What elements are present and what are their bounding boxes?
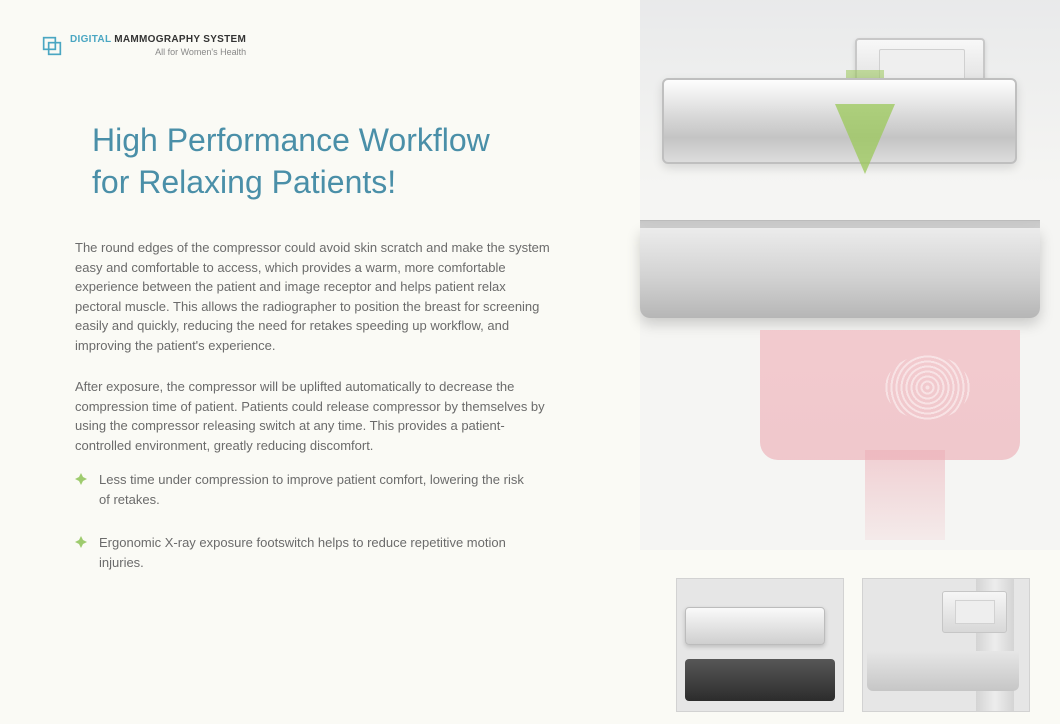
- thumbnail-1: [676, 578, 844, 712]
- page-title-line1: High Performance Workflow: [92, 120, 490, 162]
- device-receptor-platform: [640, 228, 1040, 318]
- page-title: High Performance Workflow for Relaxing P…: [92, 120, 490, 203]
- bullet-text-1: Less time under compression to improve p…: [99, 470, 535, 509]
- bullet-text-2: Ergonomic X-ray exposure footswitch help…: [99, 533, 535, 572]
- thumb2-clamp-inner: [955, 600, 995, 624]
- page-title-line2: for Relaxing Patients!: [92, 162, 490, 204]
- bullet-item: Less time under compression to improve p…: [75, 470, 535, 509]
- thumbnail-2: [862, 578, 1030, 712]
- thumb2-clamp: [942, 591, 1007, 633]
- thumbnail-row: [676, 578, 1030, 712]
- paragraph-1: The round edges of the compressor could …: [75, 238, 550, 355]
- page-header: DIGITAL MAMMOGRAPHY SYSTEM All for Women…: [42, 34, 246, 57]
- diamond-bullet-icon: [75, 473, 87, 485]
- device-vent-housing: [760, 330, 1020, 460]
- brand-title-part1: DIGITAL: [70, 34, 111, 45]
- brand-title: DIGITAL MAMMOGRAPHY SYSTEM: [70, 34, 246, 45]
- thumb2-platform: [867, 651, 1019, 691]
- brand-title-part2: MAMMOGRAPHY SYSTEM: [111, 34, 246, 45]
- arrow-down-icon: [835, 104, 895, 174]
- brand-text-block: DIGITAL MAMMOGRAPHY SYSTEM All for Women…: [70, 34, 246, 57]
- brand-logo-icon: [42, 36, 62, 56]
- device-vent-grille: [885, 355, 970, 420]
- device-column: [865, 450, 945, 540]
- thumb1-upper-tray: [685, 607, 825, 645]
- paragraph-2: After exposure, the compressor will be u…: [75, 377, 550, 455]
- thumb1-lower-tray: [685, 659, 835, 701]
- body-copy: The round edges of the compressor could …: [75, 238, 550, 477]
- bullet-list: Less time under compression to improve p…: [75, 470, 535, 596]
- brand-subtitle: All for Women's Health: [70, 47, 246, 57]
- bullet-item: Ergonomic X-ray exposure footswitch help…: [75, 533, 535, 572]
- device-main-illustration: [640, 0, 1060, 550]
- diamond-bullet-icon: [75, 536, 87, 548]
